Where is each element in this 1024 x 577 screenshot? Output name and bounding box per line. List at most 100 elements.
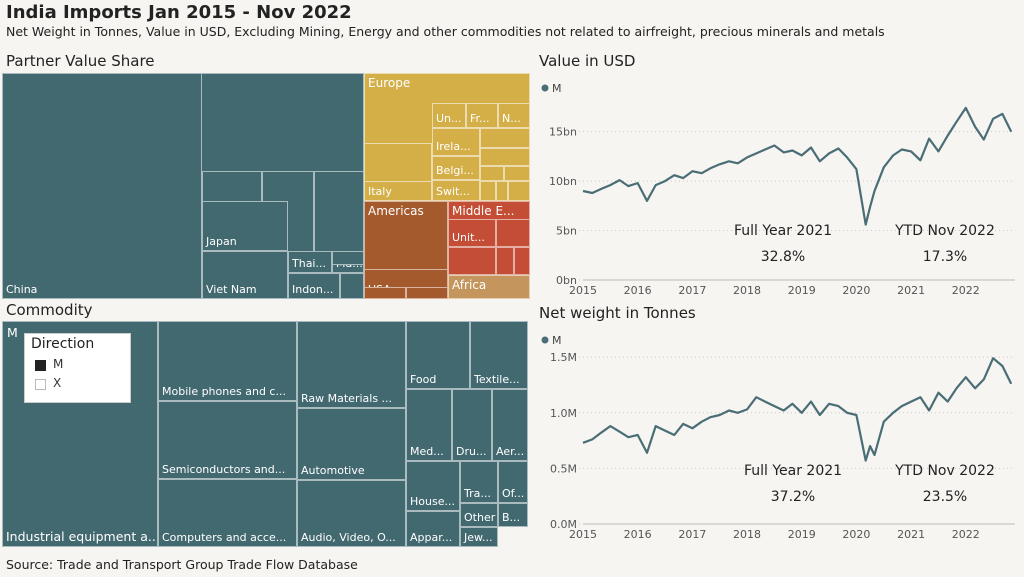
tile-irela[interactable]: Irela...: [432, 128, 480, 156]
tile-raw-materials[interactable]: Raw Materials ...: [297, 321, 406, 408]
tile-automotive[interactable]: Automotive: [297, 408, 406, 480]
tile-minor[interactable]: [480, 128, 530, 148]
annotation-value: 23.5%: [923, 489, 967, 505]
legend-swatch-x[interactable]: [35, 379, 46, 390]
tile-minor[interactable]: [480, 148, 530, 166]
tile-minor[interactable]: [340, 273, 364, 299]
tile-minor[interactable]: [364, 287, 406, 299]
tile-of[interactable]: Of...: [498, 461, 528, 503]
partner-heading: Partner Value Share: [6, 52, 155, 70]
tile-minor[interactable]: [480, 166, 504, 181]
legend-marker: [541, 336, 549, 344]
tile-label: House...: [410, 495, 455, 508]
tile-minor[interactable]: [332, 251, 364, 265]
tile-label: Med...: [410, 445, 444, 458]
tile-label: Americas: [368, 204, 424, 218]
tile-b[interactable]: B...: [498, 503, 528, 527]
tile-house[interactable]: House...: [406, 461, 460, 511]
tile-label: Japan: [206, 235, 237, 248]
tile-unit[interactable]: Unit...: [448, 219, 496, 247]
tile-label: B...: [502, 511, 521, 524]
tile-tra[interactable]: Tra...: [460, 461, 498, 503]
tile-dru[interactable]: Dru...: [452, 389, 492, 461]
value-usd-chart: Value in USD M 0bn 5bn 10bn 15bn 2015 2016 2017 2…: [539, 52, 1015, 297]
tile-china[interactable]: China: [2, 73, 202, 299]
tile-minor[interactable]: [480, 181, 496, 201]
tile-label: N...: [502, 112, 521, 125]
y-tick-label: 5bn: [556, 225, 577, 238]
tile-label: Swit...: [436, 185, 470, 198]
tile-minor[interactable]: [448, 247, 496, 275]
x-tick-label: 2020: [842, 284, 870, 297]
tile-africa[interactable]: Africa: [448, 275, 530, 299]
commodity-root-label: M: [7, 325, 18, 340]
chart-title: Net weight in Tonnes: [539, 304, 696, 322]
tile-minor[interactable]: [514, 247, 530, 275]
tile-indon[interactable]: Indon...: [288, 273, 340, 299]
x-tick-label: 2017: [678, 528, 706, 541]
tile-label: Italy: [368, 185, 392, 198]
page-subtitle: Net Weight in Tonnes, Value in USD, Excl…: [6, 24, 885, 39]
tile-label: Europe: [368, 76, 411, 90]
tile-belgi[interactable]: Belgi...: [432, 156, 480, 180]
x-tick-label: 2015: [569, 284, 597, 297]
tile-minor[interactable]: [496, 181, 508, 201]
tile-other[interactable]: Other: [460, 503, 498, 527]
tile-label: Mobile phones and c...: [162, 385, 286, 398]
series-line: [582, 357, 1013, 462]
tile-viet-nam[interactable]: Viet Nam: [202, 251, 288, 299]
tile-minor[interactable]: [496, 219, 530, 247]
tile-label: Computers and acce...: [162, 531, 287, 544]
tile-swit[interactable]: Swit...: [432, 180, 480, 201]
tile-japan[interactable]: Japan: [202, 201, 288, 251]
tile-label: Semiconductors and...: [162, 463, 286, 476]
commodity-treemap: Industrial equipment a... Mobile phones a…: [2, 321, 530, 547]
tile-minor[interactable]: [508, 181, 530, 201]
annotation-label: YTD Nov 2022: [894, 463, 995, 479]
direction-legend: Direction M X: [24, 333, 131, 403]
y-tick-label: 1.0M: [550, 407, 577, 420]
annotation-value: 32.8%: [761, 249, 805, 265]
tile-aer[interactable]: Aer...: [492, 389, 528, 461]
tile-computers-and-acce[interactable]: Computers and acce...: [158, 479, 297, 547]
tile-label: Fr...: [470, 112, 490, 125]
tile-textile[interactable]: Textile...: [470, 321, 528, 389]
tile-label: Irela...: [436, 140, 471, 153]
tile-label: Appar...: [410, 531, 453, 544]
tile-n[interactable]: N...: [498, 103, 530, 128]
y-tick-label: 15bn: [549, 126, 577, 139]
tile-label: Other: [464, 511, 496, 524]
tile-label: Un...: [436, 112, 462, 125]
tile-audio-video-o[interactable]: Audio, Video, O...: [297, 480, 406, 547]
tile-un[interactable]: Un...: [432, 103, 466, 128]
legend-swatch-m[interactable]: [35, 360, 46, 371]
y-tick-label: 0.5M: [550, 462, 577, 475]
x-tick-label: 2018: [733, 528, 761, 541]
tile-label: China: [6, 283, 38, 296]
tile-mobile-phones-and-c[interactable]: Mobile phones and c...: [158, 321, 297, 401]
tile-med[interactable]: Med...: [406, 389, 452, 461]
x-tick-label: 2021: [897, 528, 925, 541]
tile-label: Africa: [452, 278, 487, 292]
tile-semiconductors-and[interactable]: Semiconductors and...: [158, 401, 297, 479]
x-tick-label: 2017: [678, 284, 706, 297]
tile-appar[interactable]: Appar...: [406, 511, 460, 547]
annotation-label: Full Year 2021: [734, 223, 832, 239]
page-title: India Imports Jan 2015 - Nov 2022: [6, 2, 352, 23]
tile-jew[interactable]: Jew...: [460, 527, 498, 547]
tile-label: Indon...: [292, 283, 334, 296]
tile-fr[interactable]: Fr...: [466, 103, 498, 128]
tile-minor[interactable]: [504, 166, 530, 181]
x-tick-label: 2022: [952, 528, 980, 541]
legend-label: M: [552, 82, 562, 95]
tile-italy[interactable]: Italy: [364, 181, 432, 201]
tile-food[interactable]: Food: [406, 321, 470, 389]
tile-minor[interactable]: [406, 287, 448, 299]
tile-label: Aer...: [496, 445, 525, 458]
tile-label: Belgi...: [436, 164, 474, 177]
tile-minor[interactable]: [496, 247, 514, 275]
net-weight-chart: Net weight in Tonnes M 0.0M 0.5M 1.0M 1.5M 201…: [539, 304, 1015, 541]
x-tick-label: 2020: [842, 528, 870, 541]
x-tick-label: 2021: [897, 284, 925, 297]
tile-thai[interactable]: Thai...: [288, 251, 332, 273]
